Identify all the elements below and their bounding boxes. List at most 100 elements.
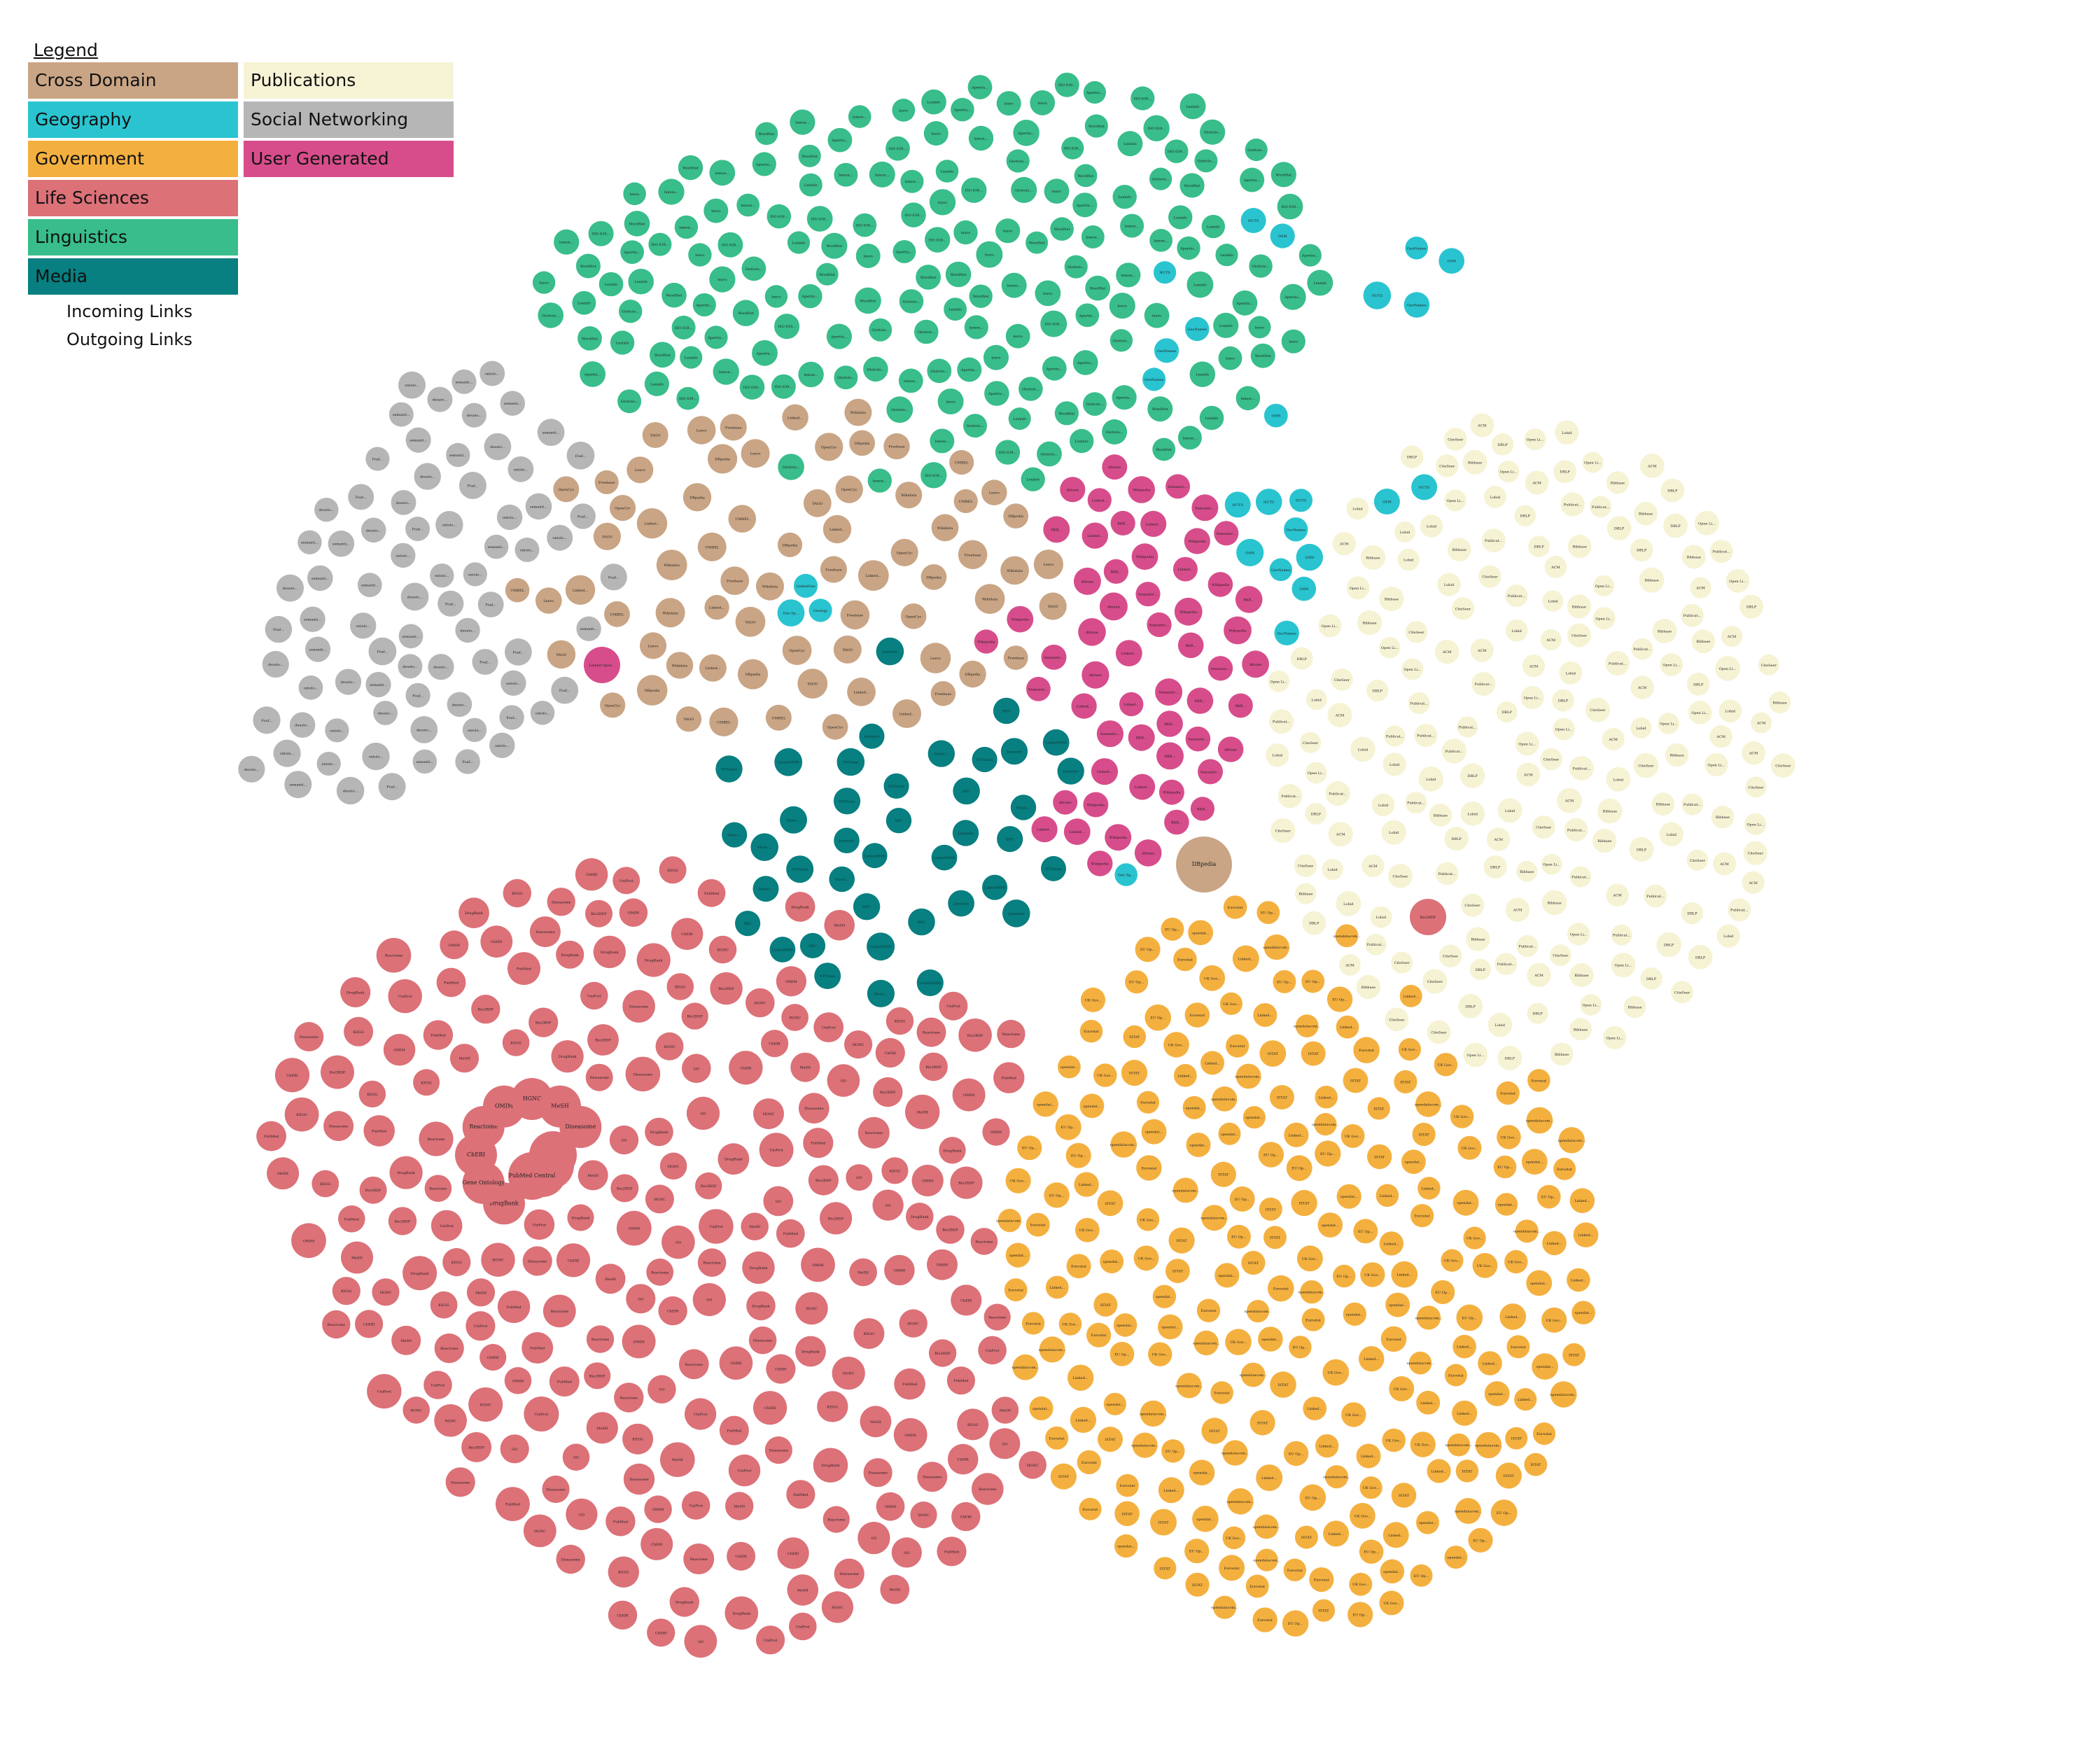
node-circle[interactable]: [1360, 545, 1386, 570]
node-circle[interactable]: [1053, 790, 1078, 815]
dataset-node-pub[interactable]: DBLP: [1686, 673, 1710, 696]
dataset-node-life[interactable]: Bio2RDF: [873, 1077, 903, 1107]
dataset-node-gov[interactable]: opendat...: [1484, 1381, 1510, 1406]
node-circle[interactable]: [893, 1418, 927, 1452]
node-circle[interactable]: [1495, 1462, 1522, 1489]
node-circle[interactable]: [1121, 1060, 1148, 1086]
dataset-node-social[interactable]: ontolo...: [489, 732, 515, 759]
dataset-node-life[interactable]: KEGG: [666, 973, 694, 1000]
dataset-node-social[interactable]: deusto...: [238, 755, 265, 783]
node-circle[interactable]: [566, 441, 595, 470]
node-circle[interactable]: [1219, 1555, 1245, 1581]
node-circle[interactable]: [1147, 396, 1173, 422]
node-circle[interactable]: [660, 1442, 695, 1477]
node-circle[interactable]: [1189, 361, 1216, 387]
dataset-node-social[interactable]: Foaf...: [365, 447, 390, 471]
node-circle[interactable]: [776, 966, 806, 997]
dataset-node-gov[interactable]: UK Gov...: [1133, 1245, 1159, 1271]
dataset-node-pub[interactable]: DBLP: [1688, 944, 1713, 969]
dataset-node-life[interactable]: GO: [566, 1498, 598, 1530]
node-circle[interactable]: [1005, 1168, 1031, 1194]
node-circle[interactable]: [412, 749, 438, 774]
node-circle[interactable]: [500, 1434, 529, 1464]
dataset-node-life[interactable]: UniProt: [424, 1371, 452, 1399]
node-circle[interactable]: [1292, 576, 1317, 601]
node-circle[interactable]: [884, 1254, 915, 1286]
dataset-node-social[interactable]: deusto...: [447, 692, 472, 718]
node-circle[interactable]: [1084, 114, 1108, 138]
dataset-node-social[interactable]: Foaf...: [348, 484, 374, 510]
node-circle[interactable]: [829, 866, 855, 892]
node-circle[interactable]: [1515, 732, 1539, 756]
node-circle[interactable]: [1718, 699, 1742, 723]
dataset-node-life[interactable]: ChEBI: [761, 1030, 789, 1058]
node-circle[interactable]: [777, 532, 803, 558]
dataset-node-gov[interactable]: Linked...: [1514, 1388, 1537, 1411]
node-circle[interactable]: [748, 1326, 777, 1354]
dataset-node-life[interactable]: DrugBank: [340, 976, 371, 1008]
dataset-node-media[interactable]: NYTimes: [814, 962, 841, 989]
dataset-node-life[interactable]: GO: [648, 1375, 676, 1404]
node-circle[interactable]: [463, 562, 487, 587]
dataset-node-ling[interactable]: Lexinfo: [598, 272, 624, 297]
dataset-node-gov[interactable]: EU Op...: [1299, 1484, 1326, 1511]
node-circle[interactable]: [1335, 924, 1359, 948]
dataset-node-ling[interactable]: ISO 639...: [588, 220, 614, 246]
dataset-node-life[interactable]: OMIM: [801, 1247, 835, 1282]
dataset-node-cross[interactable]: DBpedia: [849, 430, 875, 456]
dataset-node-gov[interactable]: EU Op...: [1315, 1140, 1341, 1167]
node-circle[interactable]: [1055, 1114, 1082, 1140]
node-circle[interactable]: [958, 540, 988, 570]
dataset-node-life[interactable]: GO: [846, 1164, 873, 1191]
dataset-node-ling[interactable]: WordNet: [945, 261, 972, 288]
dataset-node-life[interactable]: UniProt: [685, 1398, 717, 1430]
node-circle[interactable]: [1018, 377, 1043, 401]
node-circle[interactable]: [1496, 1081, 1520, 1105]
dataset-node-life[interactable]: GO: [684, 1625, 718, 1658]
node-circle[interactable]: [1199, 965, 1226, 991]
node-circle[interactable]: [497, 1290, 531, 1324]
node-circle[interactable]: [957, 357, 982, 382]
node-circle[interactable]: [1217, 736, 1244, 762]
dataset-node-pub[interactable]: Bibbase: [1447, 538, 1471, 561]
node-circle[interactable]: [1404, 292, 1430, 318]
dataset-node-life[interactable]: MeSH: [578, 1160, 608, 1191]
dataset-node-gov[interactable]: ISTAT: [1301, 1041, 1326, 1066]
node-circle[interactable]: [827, 127, 853, 153]
dataset-node-cross[interactable]: YAGO: [547, 640, 576, 669]
node-circle[interactable]: [1686, 849, 1708, 872]
dataset-node-life[interactable]: MeSH: [824, 909, 855, 941]
dataset-node-pub[interactable]: DBLP: [1681, 902, 1704, 925]
dataset-node-ling[interactable]: WordNet: [732, 300, 760, 327]
node-circle[interactable]: [989, 1428, 1021, 1460]
node-circle[interactable]: [1245, 138, 1268, 162]
dataset-node-media[interactable]: LinkedMDB: [1042, 729, 1070, 756]
node-circle[interactable]: [1606, 471, 1630, 494]
node-circle[interactable]: [656, 550, 687, 580]
node-circle[interactable]: [1549, 944, 1572, 966]
dataset-node-pub[interactable]: Open Li...: [1524, 428, 1546, 451]
node-circle[interactable]: [658, 178, 685, 205]
node-circle[interactable]: [645, 1184, 674, 1214]
node-circle[interactable]: [858, 1116, 890, 1149]
node-circle[interactable]: [798, 144, 821, 167]
node-circle[interactable]: [358, 1080, 386, 1108]
node-circle[interactable]: [332, 1277, 360, 1306]
dataset-node-gov[interactable]: Linked...: [1158, 1477, 1184, 1504]
dataset-node-gov[interactable]: EU Op...: [1493, 1155, 1517, 1179]
dataset-node-pub[interactable]: Open Li...: [1401, 658, 1424, 680]
dataset-node-user[interactable]: Linked Open...: [584, 647, 620, 683]
node-circle[interactable]: [774, 748, 803, 776]
dataset-node-media[interactable]: LinkedMDB: [931, 844, 958, 871]
node-circle[interactable]: [1359, 1539, 1384, 1564]
dataset-node-social[interactable]: semanti...: [398, 624, 424, 649]
dataset-node-ling[interactable]: lexvo: [688, 243, 712, 267]
node-circle[interactable]: [1505, 619, 1528, 642]
dataset-node-pub[interactable]: ACM: [1434, 639, 1460, 664]
dataset-node-pub[interactable]: Publicat...: [1560, 492, 1585, 517]
node-circle[interactable]: [1283, 1558, 1307, 1581]
node-circle[interactable]: [929, 189, 956, 216]
dataset-node-media[interactable]: NYTimes: [1041, 855, 1066, 881]
dataset-node-ling[interactable]: Glottolo...: [1110, 329, 1133, 352]
node-circle[interactable]: [1418, 766, 1444, 792]
